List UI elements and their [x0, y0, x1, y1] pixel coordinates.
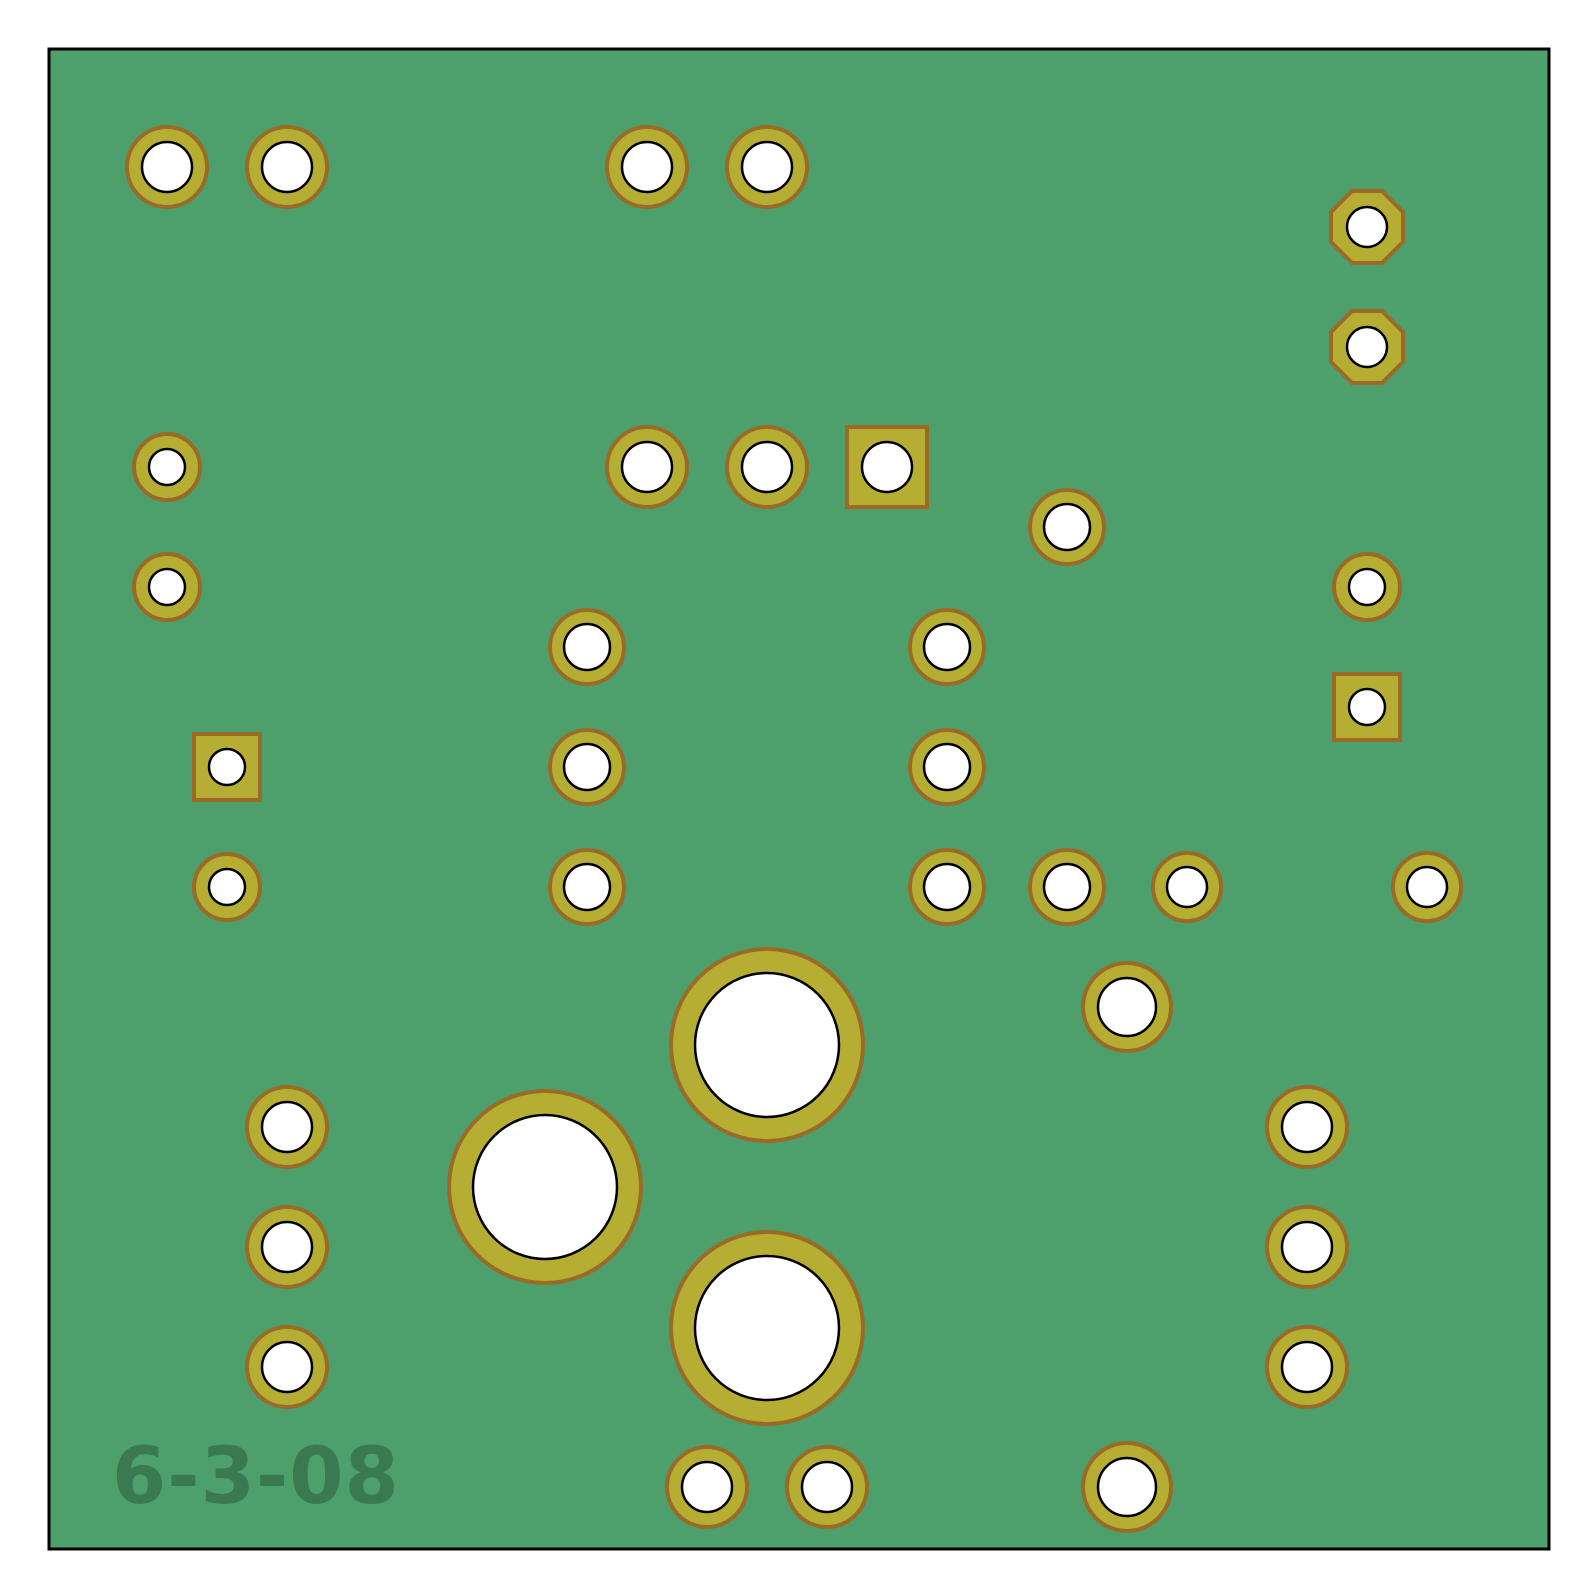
- drill-hole: [1405, 865, 1449, 909]
- round-pad: [1028, 848, 1106, 926]
- drill-hole: [260, 1100, 314, 1154]
- round-pad: [669, 947, 865, 1143]
- round-pad: [447, 1089, 643, 1285]
- drill-hole: [1165, 865, 1209, 909]
- drill-hole: [1042, 862, 1092, 912]
- square-pad: [192, 732, 262, 802]
- drill-hole: [147, 447, 187, 487]
- drill-hole: [471, 1113, 619, 1261]
- drill-hole: [1347, 567, 1387, 607]
- round-pad: [548, 608, 626, 686]
- round-pad: [669, 1230, 865, 1426]
- drill-hole: [922, 862, 972, 912]
- drill-hole: [1280, 1340, 1334, 1394]
- round-pad: [1265, 1325, 1349, 1409]
- drill-hole: [562, 622, 612, 672]
- round-pad: [132, 552, 202, 622]
- drill-hole: [693, 971, 841, 1119]
- round-pad: [1265, 1085, 1349, 1169]
- round-pad: [548, 728, 626, 806]
- round-pad: [1028, 488, 1106, 566]
- drill-hole: [620, 140, 674, 194]
- round-pad: [1265, 1205, 1349, 1289]
- square-pad: [845, 425, 929, 509]
- drill-hole: [147, 567, 187, 607]
- round-pad: [605, 425, 689, 509]
- round-pad: [908, 848, 986, 926]
- round-pad: [908, 728, 986, 806]
- drill-hole: [922, 742, 972, 792]
- round-pad: [1391, 851, 1463, 923]
- silkscreen-date-label: 6-3-08: [112, 1432, 400, 1522]
- drill-hole: [207, 747, 247, 787]
- drill-hole: [260, 140, 314, 194]
- square-pad: [1332, 672, 1402, 742]
- drill-hole: [1347, 687, 1387, 727]
- round-pad: [1081, 961, 1173, 1053]
- round-pad: [132, 432, 202, 502]
- drill-hole: [140, 140, 194, 194]
- round-pad: [785, 1445, 869, 1529]
- round-pad: [725, 425, 809, 509]
- drill-hole: [562, 862, 612, 912]
- drill-hole: [562, 742, 612, 792]
- drill-hole: [260, 1220, 314, 1274]
- round-pad: [245, 1205, 329, 1289]
- drill-hole: [620, 440, 674, 494]
- round-pad: [1332, 552, 1402, 622]
- drill-hole: [1345, 325, 1389, 369]
- octagon-pad: [1329, 309, 1405, 385]
- round-pad: [548, 848, 626, 926]
- drill-hole: [1345, 205, 1389, 249]
- drill-hole: [1096, 1456, 1158, 1518]
- round-pad: [1151, 851, 1223, 923]
- round-pad: [605, 125, 689, 209]
- drill-hole: [740, 140, 794, 194]
- drill-hole: [1280, 1220, 1334, 1274]
- round-pad: [245, 1325, 329, 1409]
- round-pad: [245, 1085, 329, 1169]
- drill-hole: [800, 1460, 854, 1514]
- drill-hole: [922, 622, 972, 672]
- drill-hole: [207, 867, 247, 907]
- round-pad: [245, 125, 329, 209]
- drill-hole: [740, 440, 794, 494]
- drill-hole: [1280, 1100, 1334, 1154]
- drill-hole: [1042, 502, 1092, 552]
- round-pad: [665, 1445, 749, 1529]
- drill-hole: [1096, 976, 1158, 1038]
- round-pad: [725, 125, 809, 209]
- drill-hole: [860, 440, 914, 494]
- drill-hole: [680, 1460, 734, 1514]
- round-pad: [125, 125, 209, 209]
- drill-hole: [693, 1254, 841, 1402]
- round-pad: [192, 852, 262, 922]
- drill-hole: [260, 1340, 314, 1394]
- round-pad: [908, 608, 986, 686]
- round-pad: [1081, 1441, 1173, 1533]
- octagon-pad: [1329, 189, 1405, 265]
- pad-layer: [125, 125, 1463, 1533]
